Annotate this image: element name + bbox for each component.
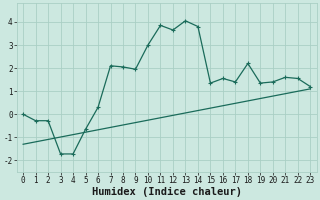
X-axis label: Humidex (Indice chaleur): Humidex (Indice chaleur) bbox=[92, 186, 242, 197]
